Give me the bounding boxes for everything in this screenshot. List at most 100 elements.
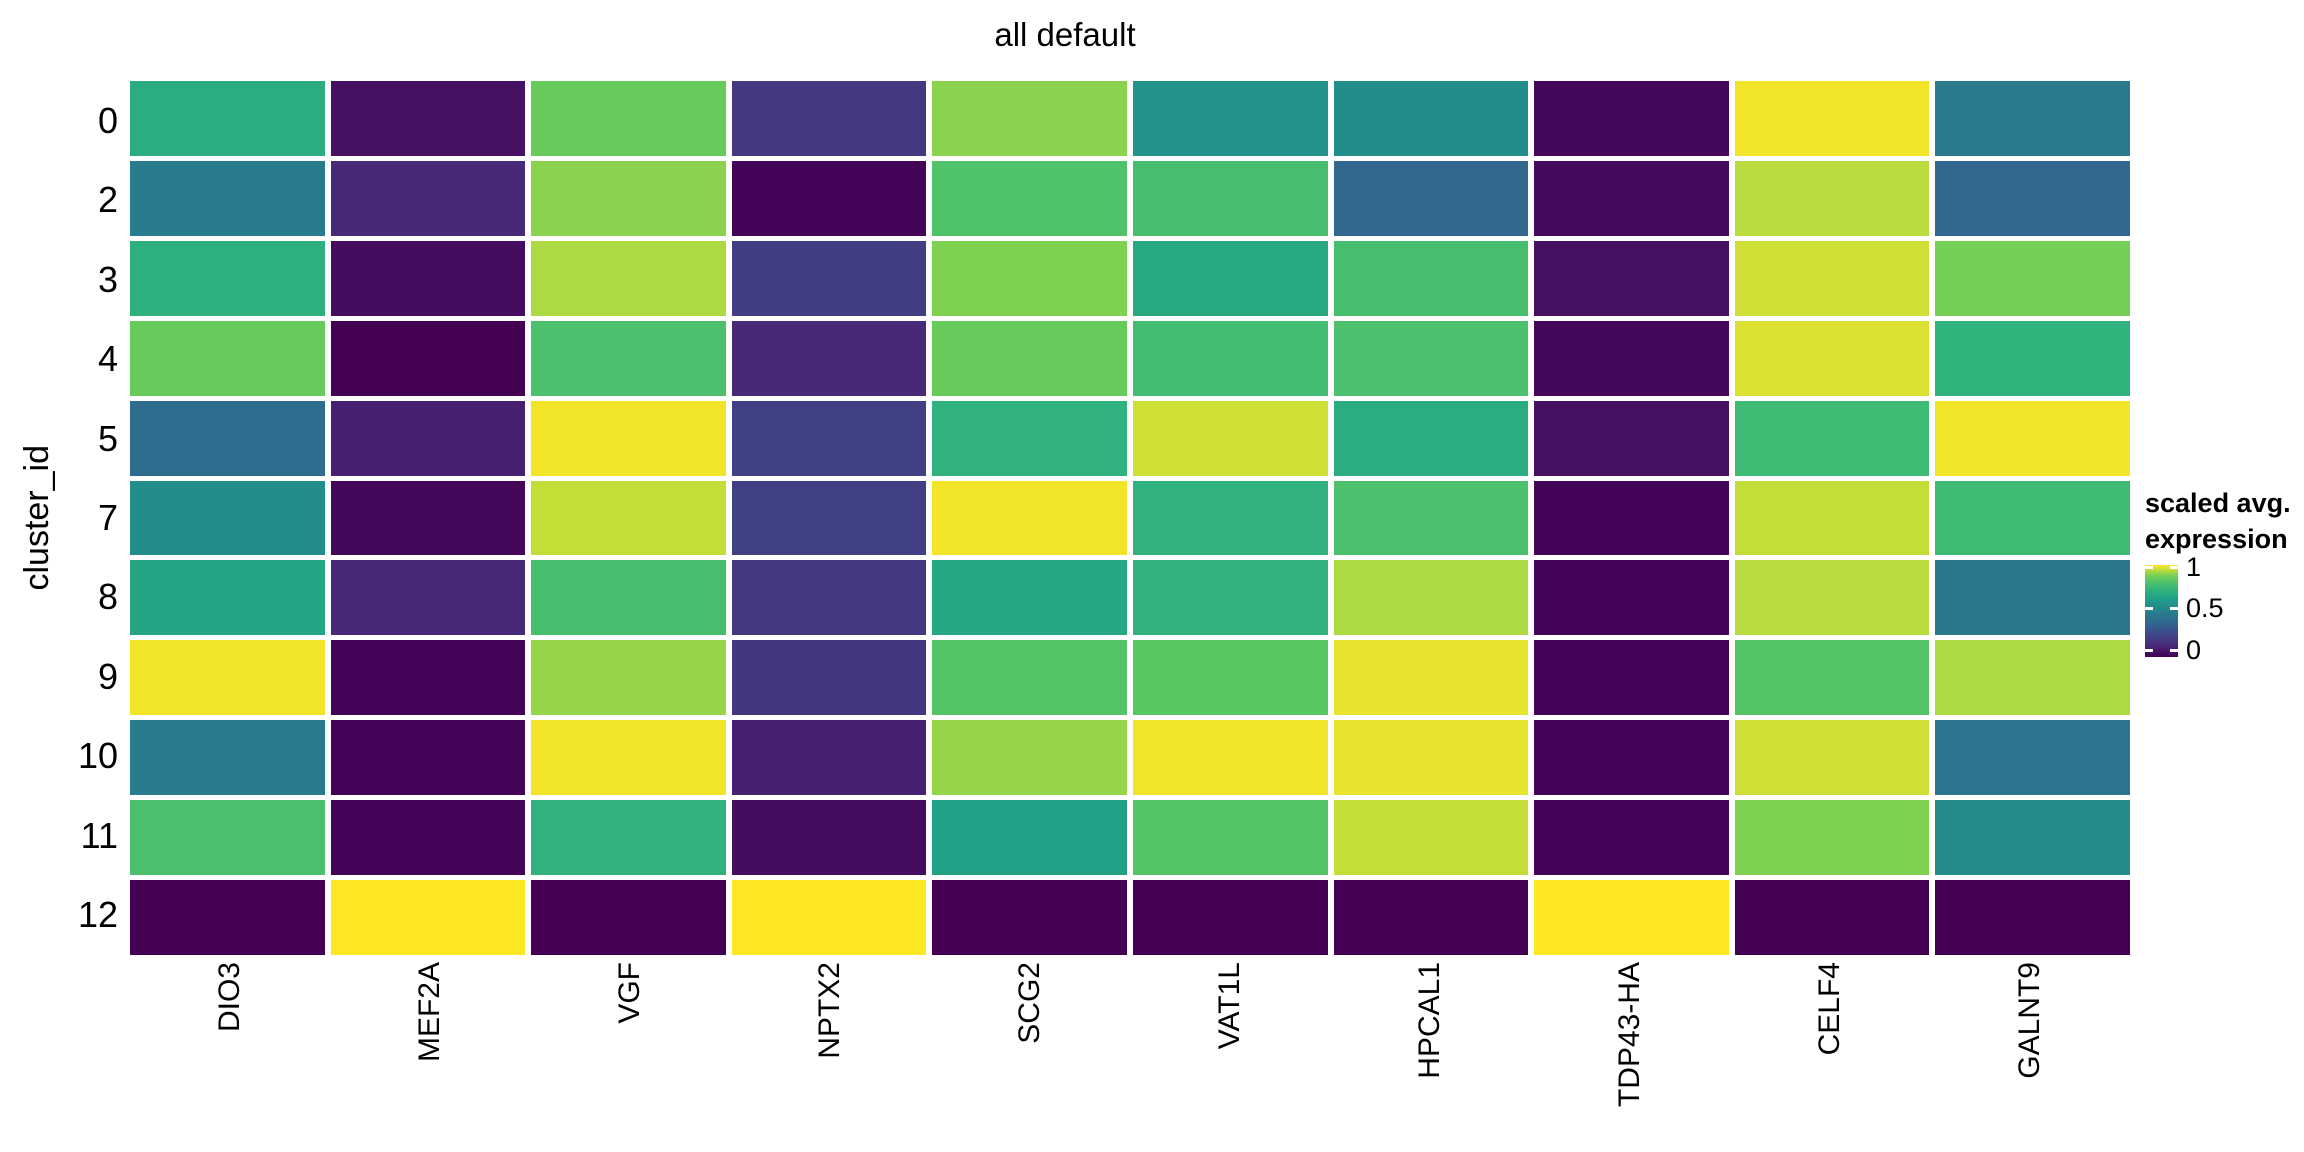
heatmap-cell-0-VGF xyxy=(531,81,726,156)
heatmap-cell-9-HPCAL1 xyxy=(1333,640,1529,716)
heatmap-cell-7-NPTX2 xyxy=(731,480,927,556)
heatmap-cell-7-MEF2A xyxy=(330,480,526,556)
heatmap-cell-10-GALNT9 xyxy=(1935,720,2130,796)
y-tick-label-2: 2 xyxy=(97,179,118,221)
heatmap-cell-2-DIO3 xyxy=(130,160,325,236)
heatmap-cell-12-DIO3 xyxy=(130,880,325,955)
heatmap-cell-12-TDP43-HA xyxy=(1534,880,1729,955)
legend-tick-mark xyxy=(2170,607,2178,610)
heatmap-cell-7-CELF4 xyxy=(1734,480,1930,556)
heatmap-cell-8-VGF xyxy=(531,560,726,636)
heatmap-cell-8-DIO3 xyxy=(130,560,325,636)
heatmap-cell-3-HPCAL1 xyxy=(1333,240,1529,316)
y-tick-label-5: 5 xyxy=(97,417,118,459)
heatmap-cell-3-VGF xyxy=(531,240,726,316)
heatmap-cell-5-GALNT9 xyxy=(1935,400,2130,476)
heatmap-cell-10-MEF2A xyxy=(330,720,526,796)
heatmap-cell-8-SCG2 xyxy=(932,560,1127,636)
legend-title-line2: expression xyxy=(2145,524,2288,554)
legend-tick-label-0: 0 xyxy=(2186,635,2202,665)
heatmap-cell-0-DIO3 xyxy=(130,81,325,156)
heatmap-cell-9-VAT1L xyxy=(1133,640,1328,716)
y-tick-label-7: 7 xyxy=(97,496,118,538)
legend-colorbar xyxy=(2145,565,2178,657)
heatmap-cell-0-TDP43-HA xyxy=(1534,81,1729,156)
x-tick-label-VGF: VGF xyxy=(530,962,730,1144)
heatmap-cell-4-TDP43-HA xyxy=(1534,320,1729,396)
heatmap-cell-4-CELF4 xyxy=(1734,320,1930,396)
heatmap-cell-3-GALNT9 xyxy=(1935,240,2130,316)
heatmap-cell-8-CELF4 xyxy=(1734,560,1930,636)
x-axis-tick-labels: DIO3 MEF2A VGF NPTX2 SCG2 VAT1L HPCAL1 TDP43-HA… xyxy=(130,962,2130,1144)
heatmap-cell-4-VGF xyxy=(531,320,726,396)
x-tick-label-GALNT9: GALNT9 xyxy=(1930,962,2130,1144)
heatmap-cell-5-DIO3 xyxy=(130,400,325,476)
heatmap-cell-0-CELF4 xyxy=(1734,81,1930,156)
heatmap-cell-9-SCG2 xyxy=(932,640,1127,716)
heatmap-cell-9-GALNT9 xyxy=(1935,640,2130,716)
heatmap-panel xyxy=(130,81,2130,955)
x-tick-label-text: HPCAL1 xyxy=(1413,962,1446,1079)
heatmap-cell-2-HPCAL1 xyxy=(1333,160,1529,236)
heatmap-cell-0-HPCAL1 xyxy=(1333,81,1529,156)
y-axis-tick-labels: 0 2 3 4 5 7 8 9 10 11 12 xyxy=(0,81,118,955)
legend-tick-label-1: 1 xyxy=(2186,552,2202,582)
heatmap-cell-10-CELF4 xyxy=(1734,720,1930,796)
heatmap-cell-2-CELF4 xyxy=(1734,160,1930,236)
heatmap-cell-9-NPTX2 xyxy=(731,640,927,716)
heatmap-cell-8-NPTX2 xyxy=(731,560,927,636)
heatmap-cell-4-NPTX2 xyxy=(731,320,927,396)
heatmap-cell-10-SCG2 xyxy=(932,720,1127,796)
legend-tick-mark xyxy=(2170,566,2178,569)
heatmap-cell-5-TDP43-HA xyxy=(1534,400,1729,476)
heatmap-cell-7-VAT1L xyxy=(1133,480,1328,556)
heatmap-cell-2-VAT1L xyxy=(1133,160,1328,236)
y-tick-label-11: 11 xyxy=(80,814,118,856)
heatmap-cell-0-MEF2A xyxy=(330,81,526,156)
legend-tick-mark xyxy=(2145,607,2153,610)
y-tick-label-3: 3 xyxy=(97,258,118,300)
legend-tick-mark xyxy=(2145,566,2153,569)
heatmap-cell-10-VAT1L xyxy=(1133,720,1328,796)
heatmap-cell-3-TDP43-HA xyxy=(1534,240,1729,316)
heatmap-cell-9-TDP43-HA xyxy=(1534,640,1729,716)
heatmap-cell-0-SCG2 xyxy=(932,81,1127,156)
y-tick-label-0: 0 xyxy=(97,99,118,141)
heatmap-cell-11-MEF2A xyxy=(330,800,526,876)
heatmap-cell-11-VAT1L xyxy=(1133,800,1328,876)
heatmap-cell-7-HPCAL1 xyxy=(1333,480,1529,556)
x-tick-label-text: TDP43-HA xyxy=(1613,962,1646,1108)
heatmap-cell-11-NPTX2 xyxy=(731,800,927,876)
x-tick-label-HPCAL1: HPCAL1 xyxy=(1330,962,1530,1144)
heatmap-cell-10-NPTX2 xyxy=(731,720,927,796)
legend-tick-label-0.5: 0.5 xyxy=(2186,593,2224,623)
heatmap-cell-2-NPTX2 xyxy=(731,160,927,236)
heatmap-cell-7-VGF xyxy=(531,480,726,556)
heatmap-cell-3-DIO3 xyxy=(130,240,325,316)
heatmap-cell-12-SCG2 xyxy=(932,880,1127,955)
heatmap-cell-0-VAT1L xyxy=(1133,81,1328,156)
heatmap-cell-8-TDP43-HA xyxy=(1534,560,1729,636)
heatmap-cell-9-CELF4 xyxy=(1734,640,1930,716)
heatmap-cell-4-GALNT9 xyxy=(1935,320,2130,396)
x-tick-label-text: DIO3 xyxy=(213,962,246,1033)
heatmap-cell-11-VGF xyxy=(531,800,726,876)
heatmap-cell-12-VAT1L xyxy=(1133,880,1328,955)
heatmap-cell-8-MEF2A xyxy=(330,560,526,636)
heatmap-cell-4-VAT1L xyxy=(1133,320,1328,396)
x-tick-label-text: VGF xyxy=(613,962,646,1024)
x-tick-label-text: NPTX2 xyxy=(813,962,846,1059)
heatmap-cell-9-VGF xyxy=(531,640,726,716)
legend-tick-mark xyxy=(2170,649,2178,652)
heatmap-cell-5-HPCAL1 xyxy=(1333,400,1529,476)
heatmap-cell-10-VGF xyxy=(531,720,726,796)
heatmap-cell-3-CELF4 xyxy=(1734,240,1930,316)
x-tick-label-TDP43-HA: TDP43-HA xyxy=(1530,962,1730,1144)
y-tick-label-4: 4 xyxy=(97,338,118,380)
heatmap-cell-9-MEF2A xyxy=(330,640,526,716)
heatmap-cell-3-NPTX2 xyxy=(731,240,927,316)
heatmap-cell-4-DIO3 xyxy=(130,320,325,396)
heatmap-cell-4-HPCAL1 xyxy=(1333,320,1529,396)
heatmap-cell-12-CELF4 xyxy=(1734,880,1930,955)
